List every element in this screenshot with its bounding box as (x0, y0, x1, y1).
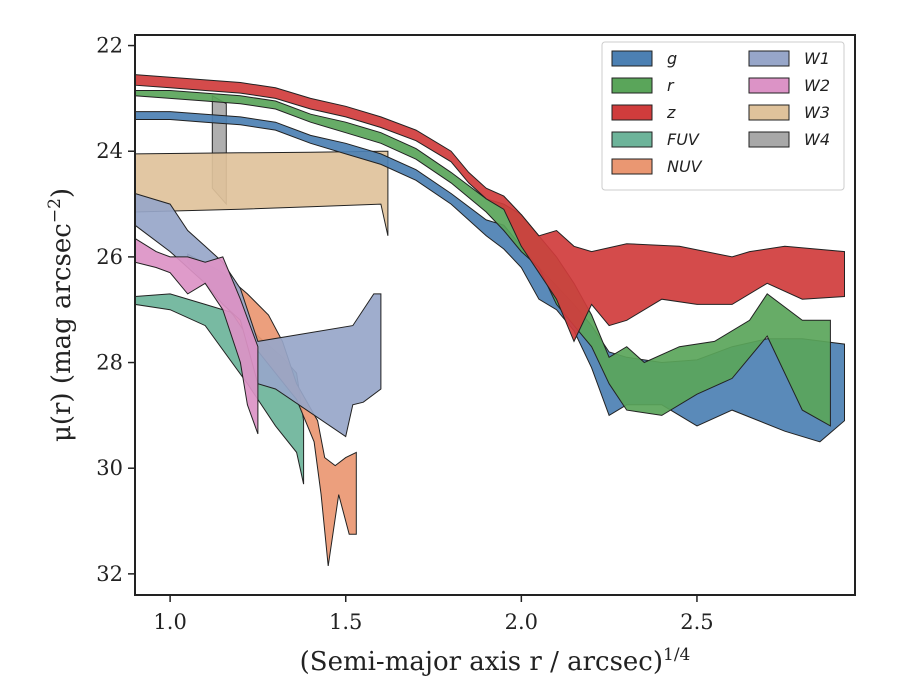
y-tick-label: 30 (96, 456, 123, 480)
legend-label-w4: W4 (804, 130, 830, 149)
legend-label-g: g (667, 49, 677, 68)
legend-swatch-z (611, 104, 653, 121)
y-axis-label-main: μ(r) (mag arcsec (47, 223, 77, 442)
x-tick-label: 1.0 (153, 610, 186, 634)
legend-label-w1: W1 (804, 49, 830, 68)
legend-swatch-w3 (748, 104, 790, 121)
legend-swatch-w4 (748, 131, 790, 148)
x-tick-label: 2.0 (505, 610, 538, 634)
series-band-w2 (134, 237, 259, 435)
x-tick-label: 1.5 (329, 610, 362, 634)
plot-frame (134, 34, 856, 596)
series-band-r (134, 90, 831, 427)
y-tick-label: 28 (96, 351, 123, 375)
series-band-g (134, 111, 845, 443)
legend-label-w2: W2 (804, 76, 830, 95)
legend-label-z: z (666, 103, 676, 122)
y-axis-label-suffix: ) (47, 188, 77, 198)
x-axis-label: (Semi-major axis r / arcsec)1/4 (300, 645, 691, 677)
x-axis-ticks: 1.0 1.5 2.0 2.5 (153, 595, 714, 634)
legend-swatch-w2 (748, 77, 790, 94)
y-tick-label: 22 (96, 34, 123, 58)
x-axis-label-main: (Semi-major axis r / arcsec) (300, 647, 663, 677)
legend-swatch-g (611, 50, 653, 67)
y-axis-label: μ(r) (mag arcsec−2) (45, 188, 77, 442)
legend-label-fuv: FUV (667, 130, 700, 149)
series-band-z (134, 74, 845, 343)
legend-label-nuv: NUV (667, 157, 703, 176)
y-tick-label: 32 (96, 562, 123, 586)
x-tick-label: 2.5 (680, 610, 713, 634)
x-axis-label-superscript: 1/4 (663, 645, 690, 665)
series-layer (134, 74, 845, 566)
legend-swatch-w1 (748, 50, 790, 67)
legend-swatch-fuv (611, 131, 653, 148)
legend: grz FUV NUV W1 W2 W3 W4 (601, 41, 845, 191)
legend-label-w3: W3 (804, 103, 830, 122)
y-axis-ticks: 22 24 26 28 30 32 (96, 34, 135, 586)
legend-swatch-nuv (611, 158, 653, 175)
y-tick-label: 24 (96, 139, 123, 163)
legend-swatch-r (611, 77, 653, 94)
legend-label-r: r (667, 76, 675, 95)
series-band-w3 (134, 150, 389, 236)
y-axis-label-superscript: −2 (45, 198, 65, 223)
y-tick-label: 26 (96, 245, 123, 269)
